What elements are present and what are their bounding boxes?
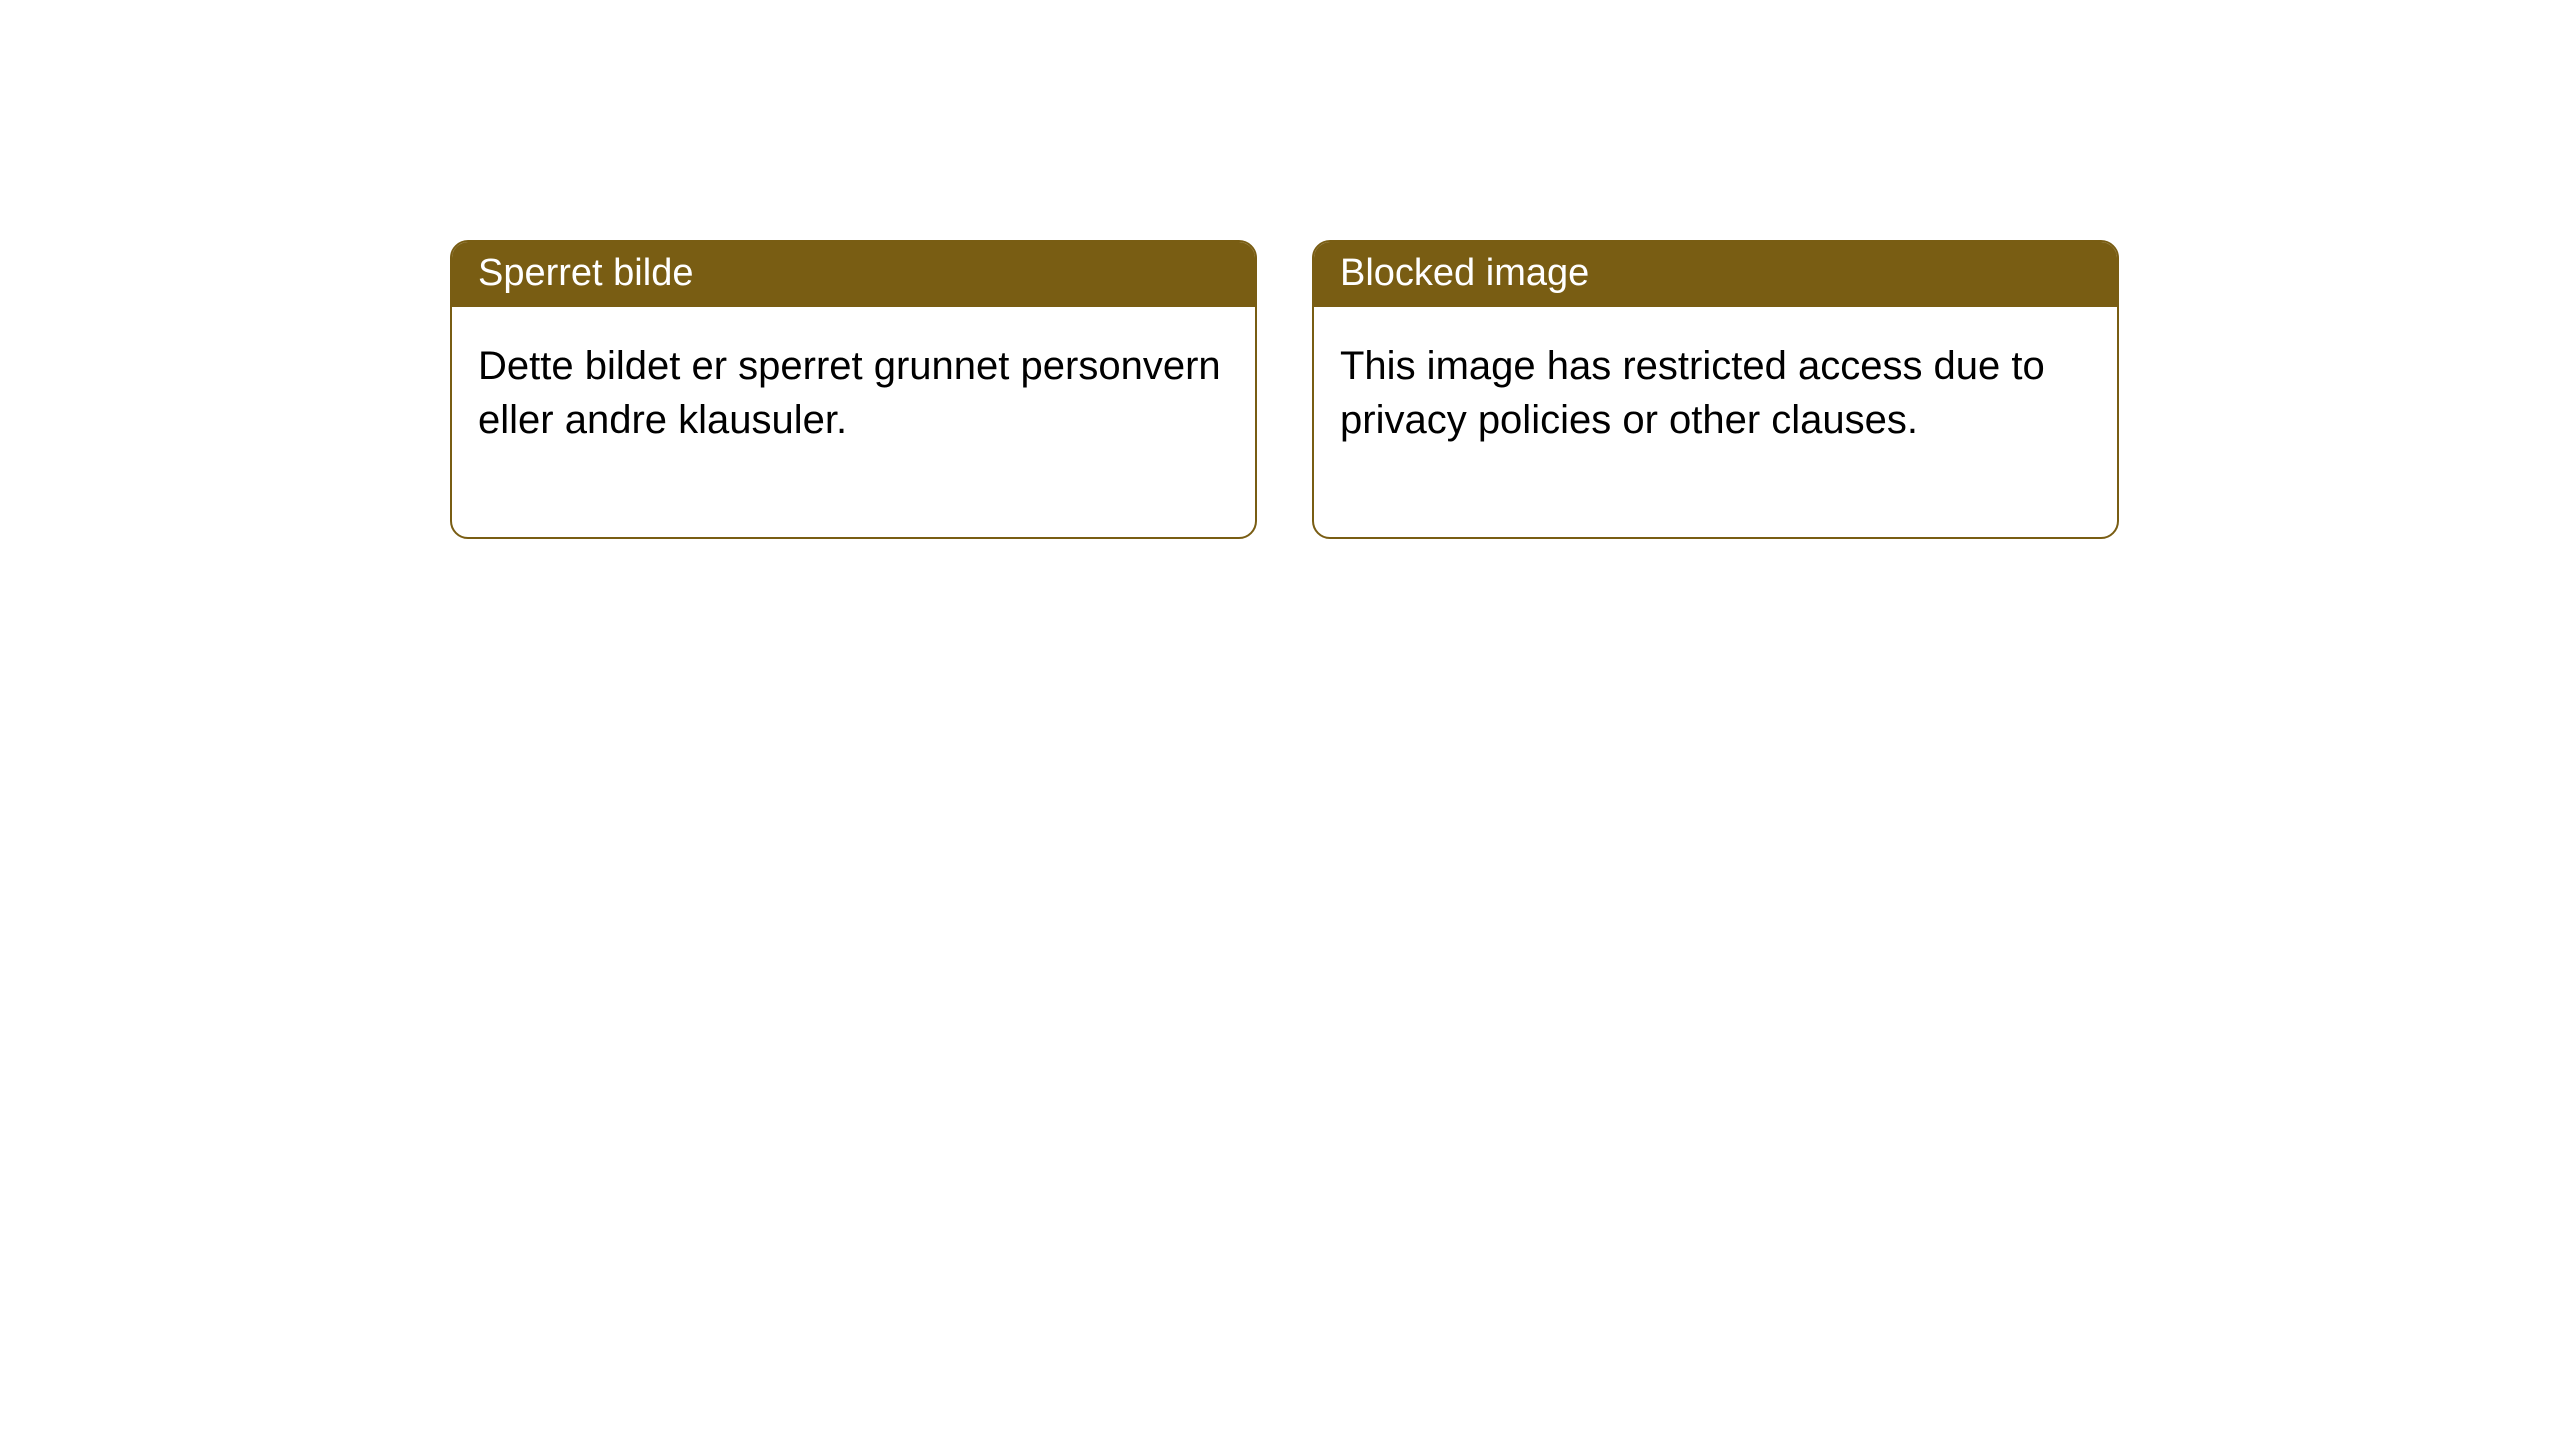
card-header: Sperret bilde <box>452 242 1255 307</box>
card-body: This image has restricted access due to … <box>1314 307 2117 537</box>
notice-card-norwegian: Sperret bilde Dette bildet er sperret gr… <box>450 240 1257 539</box>
card-body-text: Dette bildet er sperret grunnet personve… <box>478 344 1221 442</box>
card-body: Dette bildet er sperret grunnet personve… <box>452 307 1255 537</box>
card-title: Sperret bilde <box>478 252 693 294</box>
notice-cards-container: Sperret bilde Dette bildet er sperret gr… <box>450 240 2119 539</box>
card-title: Blocked image <box>1340 252 1589 294</box>
notice-card-english: Blocked image This image has restricted … <box>1312 240 2119 539</box>
card-body-text: This image has restricted access due to … <box>1340 344 2045 442</box>
card-header: Blocked image <box>1314 242 2117 307</box>
